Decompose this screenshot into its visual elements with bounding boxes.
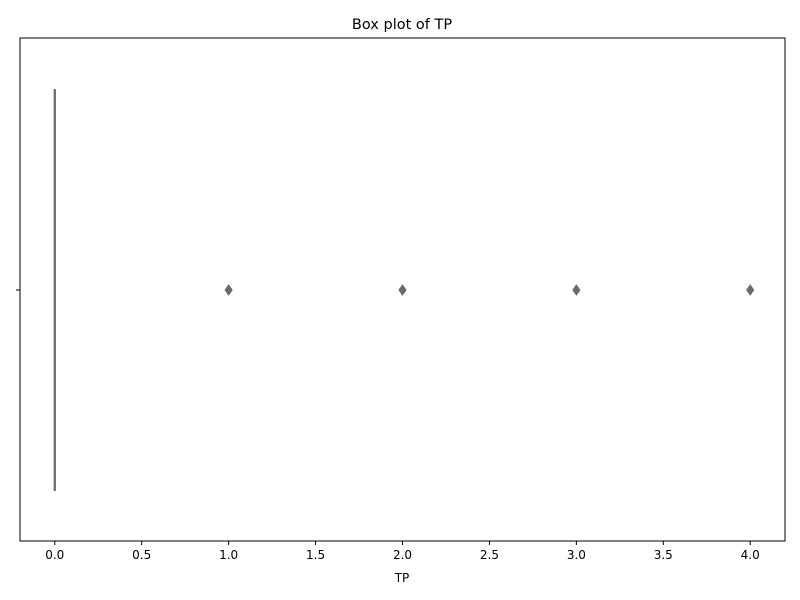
x-tick-label: 1.5 xyxy=(306,548,325,562)
plot-area xyxy=(53,89,755,491)
x-axis-label: TP xyxy=(394,571,410,585)
x-tick-label: 4.0 xyxy=(741,548,760,562)
outlier-point xyxy=(746,284,755,296)
x-tick-label: 2.0 xyxy=(393,548,412,562)
outlier-point xyxy=(398,284,407,296)
outlier-point xyxy=(572,284,581,296)
x-tick-label: 3.5 xyxy=(654,548,673,562)
x-axis: 0.0 0.5 1.0 1.5 2.0 2.5 3.0 3.5 4.0 xyxy=(45,541,760,562)
x-tick-label: 0.5 xyxy=(132,548,151,562)
x-tick-label: 3.0 xyxy=(567,548,586,562)
x-tick-label: 0.0 xyxy=(45,548,64,562)
chart-title: Box plot of TP xyxy=(352,17,452,33)
x-tick-label: 2.5 xyxy=(480,548,499,562)
outlier-point xyxy=(224,284,233,296)
x-tick-label: 1.0 xyxy=(219,548,238,562)
